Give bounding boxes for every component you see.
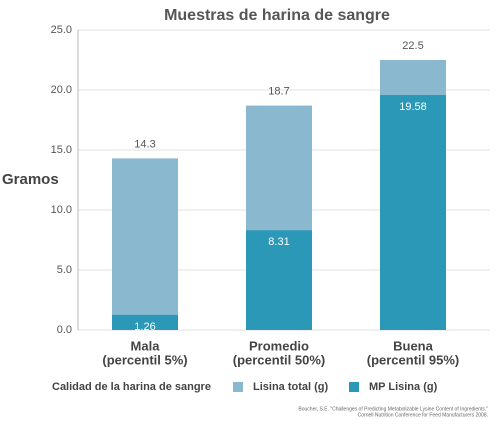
x-tick-label: (percentil 50%) <box>233 352 325 367</box>
y-tick-label: 20.0 <box>51 84 72 96</box>
bar <box>380 95 446 330</box>
legend-swatch <box>349 382 359 392</box>
data-label: 19.58 <box>399 101 427 113</box>
x-axis-label: Calidad de la harina de sangre <box>52 381 211 393</box>
x-tick-label: (percentil 95%) <box>367 352 459 367</box>
legend-label: Lisina total (g) <box>253 381 329 393</box>
data-label: 22.5 <box>402 40 423 52</box>
y-tick-label: 5.0 <box>57 264 72 276</box>
y-tick-label: 25.0 <box>51 24 72 36</box>
bar <box>246 230 312 330</box>
x-tick-label: Buena <box>393 338 434 353</box>
x-tick-label: Mala <box>131 338 161 353</box>
source-line: Cornell Nutrition Conference for Feed Ma… <box>358 412 488 418</box>
data-label: 8.31 <box>268 236 289 248</box>
legend-swatch <box>233 382 243 392</box>
x-tick-label: Promedio <box>249 338 309 353</box>
legend-label: MP Lisina (g) <box>369 381 438 393</box>
bar <box>112 158 178 330</box>
y-tick-label: 15.0 <box>51 144 72 156</box>
data-label: 14.3 <box>134 138 155 150</box>
data-label: 1.26 <box>134 321 155 333</box>
bar <box>112 314 178 330</box>
x-tick-label: (percentil 5%) <box>102 352 187 367</box>
chart-title: Muestras de harina de sangre <box>164 7 390 24</box>
y-axis-label: Gramos <box>2 171 59 188</box>
y-tick-label: 10.0 <box>51 204 72 216</box>
data-label: 18.7 <box>268 86 289 98</box>
y-tick-label: 0.0 <box>57 324 72 336</box>
source-line: Boucher, S.E. "Challenges of Predicting … <box>298 406 488 412</box>
